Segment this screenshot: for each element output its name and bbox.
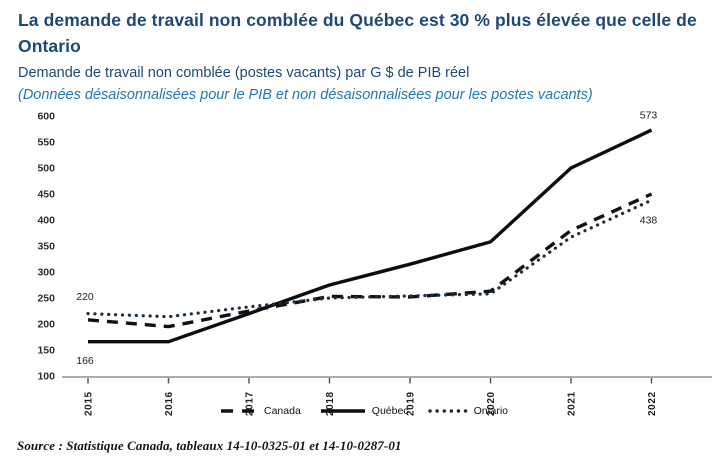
- y-tick-label: 550: [37, 137, 55, 149]
- chart-legend: Canada Québec Ontario: [220, 405, 508, 417]
- chart-data-note: (Données désaisonnalisées pour le PIB et…: [18, 87, 593, 103]
- x-tick-label: 2019: [406, 391, 417, 416]
- line-chart: 600 550 500 450 400 350 300 250 200 150 100 2015 201…: [37, 109, 712, 416]
- chart-area: 600 550 500 450 400 350 300 250 200 150 100 2015 201…: [0, 108, 720, 428]
- solid-line-swatch-icon: [320, 409, 365, 413]
- x-tick-label: 2016: [164, 391, 175, 416]
- x-tick-label: 2020: [486, 391, 497, 416]
- y-tick-label: 100: [37, 371, 55, 383]
- data-label: 573: [640, 109, 658, 121]
- y-tick-label: 500: [37, 163, 55, 175]
- dotted-line-swatch-icon: [427, 409, 468, 413]
- y-tick-label: 200: [37, 319, 55, 331]
- y-tick-label: 150: [37, 345, 55, 357]
- chart-title: La demande de travail non comblée du Qué…: [18, 10, 697, 56]
- x-tick-label: 2018: [325, 391, 336, 416]
- data-label: 166: [76, 355, 94, 367]
- series-line-québec: [88, 128, 653, 344]
- x-tick-label: 2022: [647, 391, 658, 416]
- legend-item-canada: Canada: [220, 405, 301, 417]
- data-label: 438: [640, 215, 658, 227]
- legend-label-ontario: Ontario: [473, 405, 508, 417]
- figure-header: La demande de travail non comblée du Qué…: [0, 0, 720, 104]
- series-line-canada: [87, 192, 653, 329]
- dashed-line-swatch-icon: [221, 409, 257, 413]
- x-tick-label: 2021: [567, 391, 578, 416]
- legend-label-canada: Canada: [264, 405, 301, 417]
- data-label: 220: [76, 291, 94, 303]
- y-tick-label: 350: [37, 241, 55, 253]
- chart-subtitle: Demande de travail non comblée (postes v…: [18, 65, 470, 81]
- legend-label-quebec: Québec: [371, 405, 409, 417]
- legend-item-quebec: Québec: [320, 405, 409, 417]
- series-line-ontario: [86, 198, 654, 319]
- x-tick-label: 2017: [245, 391, 256, 416]
- y-tick-label: 300: [37, 267, 55, 279]
- y-tick-label: 250: [37, 293, 55, 305]
- x-tick-label: 2015: [84, 391, 95, 416]
- source-citation: Source : Statistique Canada, tableaux 14…: [17, 438, 402, 453]
- y-tick-label: 450: [37, 189, 55, 201]
- legend-item-ontario: Ontario: [427, 405, 508, 417]
- y-tick-label: 600: [37, 111, 55, 123]
- y-tick-label: 400: [37, 215, 55, 227]
